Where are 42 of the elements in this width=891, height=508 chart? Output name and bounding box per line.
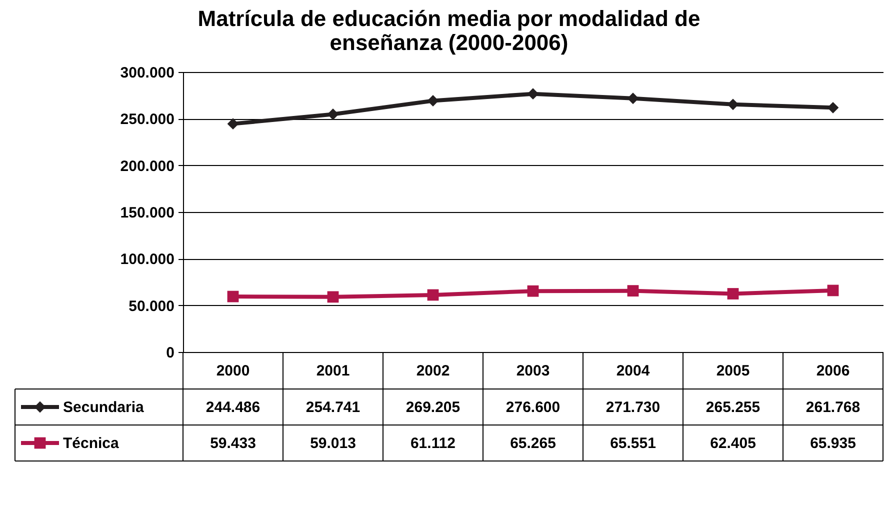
point	[527, 285, 539, 297]
point	[227, 290, 239, 302]
x-tick-label: 2004	[616, 362, 650, 380]
y-tick-label: 0	[166, 344, 174, 362]
y-tick-label: 300.000	[120, 64, 174, 82]
data-label: 265.255	[706, 399, 760, 416]
legend-label: Secundaria	[63, 399, 145, 416]
point	[827, 284, 839, 296]
y-tick-label: 100.000	[120, 251, 174, 268]
data-label: 261.768	[806, 399, 860, 416]
data-label: 59.013	[310, 435, 356, 452]
data-label: 65.551	[610, 435, 656, 452]
point	[227, 118, 239, 130]
y-tick-label: 150.000	[120, 204, 174, 222]
x-tick-label: 2005	[716, 362, 750, 380]
x-tick-label: 2003	[516, 362, 550, 380]
point	[727, 288, 739, 300]
y-tick-label: 250.000	[120, 111, 174, 128]
x-tick-label: 2000	[216, 362, 250, 380]
data-label: 65.935	[810, 435, 856, 452]
data-label: 244.486	[206, 399, 260, 416]
data-label: 271.730	[606, 399, 660, 416]
data-label: 61.112	[410, 435, 456, 452]
point	[427, 95, 439, 106]
point	[527, 88, 539, 100]
point	[327, 291, 339, 303]
x-tick-label: 2001	[316, 362, 350, 380]
data-label: 59.433	[210, 435, 256, 452]
point	[627, 285, 639, 297]
chart-title: Matrícula de educación media por modalidad de enseñanza (2000-2006)	[198, 6, 700, 55]
data-label: 254.741	[306, 399, 360, 416]
data-label: 276.600	[506, 399, 560, 416]
point	[427, 289, 439, 301]
point	[327, 108, 339, 120]
x-tick-label: 2002	[416, 362, 450, 380]
legend-label: Técnica	[63, 435, 120, 452]
data-label: 269.205	[406, 399, 460, 416]
data-label: 62.405	[710, 435, 756, 452]
x-tick-label: 2006	[816, 362, 850, 380]
y-tick-label: 200.000	[120, 158, 174, 175]
y-tick-label: 50.000	[128, 298, 174, 315]
data-label: 65.265	[510, 435, 556, 452]
